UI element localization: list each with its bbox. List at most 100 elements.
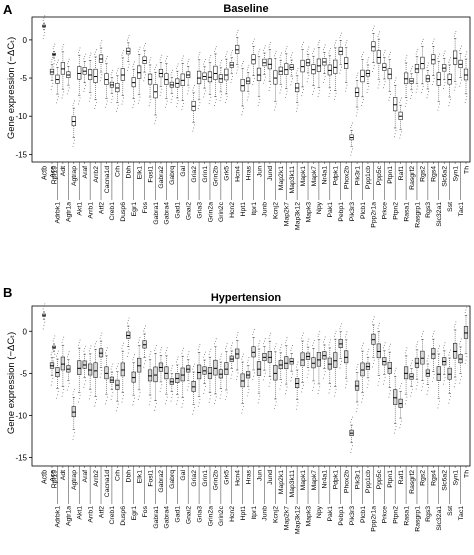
outlier-point bbox=[345, 384, 347, 385]
outlier-point bbox=[43, 325, 45, 327]
outlier-point bbox=[197, 56, 199, 58]
outlier-point bbox=[110, 368, 112, 370]
outlier-point bbox=[132, 106, 134, 108]
outlier-point bbox=[307, 78, 309, 80]
outlier-point bbox=[137, 51, 139, 53]
box bbox=[463, 326, 469, 339]
outlier-point bbox=[166, 396, 168, 398]
gene-box bbox=[262, 45, 267, 84]
gene-box bbox=[398, 383, 403, 429]
outlier-point bbox=[204, 61, 205, 63]
outlier-point bbox=[210, 96, 212, 98]
gene-box bbox=[284, 337, 289, 395]
outlier-point bbox=[172, 393, 174, 395]
outlier-point bbox=[215, 396, 217, 398]
outlier-point bbox=[285, 339, 287, 341]
outlier-point bbox=[450, 57, 451, 59]
outlier-point bbox=[292, 373, 293, 375]
gene-box bbox=[453, 30, 458, 91]
outlier-point bbox=[351, 448, 353, 450]
outlier-point bbox=[172, 365, 174, 367]
outlier-point bbox=[253, 329, 255, 330]
gene-box bbox=[393, 77, 398, 138]
outlier-point bbox=[237, 66, 239, 68]
outlier-point bbox=[155, 117, 157, 119]
outlier-point bbox=[393, 432, 395, 434]
outlier-point bbox=[166, 100, 168, 102]
outlier-point bbox=[186, 389, 188, 391]
outlier-point bbox=[263, 379, 265, 381]
y-tick-label: -10 bbox=[15, 411, 27, 420]
gene-label: Pebp1 bbox=[338, 506, 345, 526]
outlier-point bbox=[248, 357, 250, 359]
gene-box bbox=[371, 316, 376, 368]
outlier-point bbox=[225, 348, 226, 350]
outlier-point bbox=[422, 383, 424, 385]
outlier-point bbox=[209, 351, 211, 353]
outlier-point bbox=[286, 46, 288, 47]
outlier-point bbox=[280, 346, 282, 348]
outlier-point bbox=[143, 47, 145, 49]
gene-label: Ace bbox=[49, 166, 56, 178]
outlier-point bbox=[210, 348, 212, 350]
outlier-point bbox=[263, 82, 265, 84]
outlier-point bbox=[377, 36, 379, 37]
outlier-point bbox=[111, 72, 113, 74]
outlier-point bbox=[351, 419, 353, 421]
outlier-point bbox=[465, 53, 467, 55]
outlier-point bbox=[442, 55, 444, 57]
gene-box bbox=[180, 55, 185, 110]
outlier-point bbox=[188, 351, 190, 353]
outlier-point bbox=[274, 348, 275, 350]
outlier-point bbox=[123, 394, 125, 396]
outlier-point bbox=[366, 353, 368, 355]
outlier-point bbox=[155, 120, 156, 122]
gene-box bbox=[77, 339, 82, 403]
outlier-point bbox=[248, 388, 250, 390]
outlier-point bbox=[221, 391, 223, 393]
gene-box bbox=[305, 46, 311, 83]
gene-label: Pdpk1 bbox=[333, 166, 340, 185]
box bbox=[453, 50, 458, 65]
outlier-point bbox=[128, 349, 130, 351]
gene-box bbox=[202, 351, 207, 394]
outlier-point bbox=[406, 99, 408, 101]
outlier-point bbox=[148, 61, 150, 63]
outlier-point bbox=[67, 93, 68, 95]
outlier-point bbox=[203, 63, 205, 65]
gene-label: Arrb2 bbox=[93, 470, 100, 487]
gene-box bbox=[235, 332, 240, 381]
outlier-point bbox=[442, 383, 444, 385]
gene-label: Rgs2 bbox=[420, 470, 427, 486]
outlier-point bbox=[308, 370, 310, 372]
gene-label: Grin2b bbox=[213, 166, 220, 187]
outlier-point bbox=[95, 105, 97, 106]
outlier-point bbox=[421, 386, 423, 388]
outlier-point bbox=[312, 345, 314, 346]
outlier-point bbox=[437, 407, 439, 409]
box bbox=[420, 56, 425, 70]
outlier-point bbox=[373, 359, 375, 361]
outlier-point bbox=[215, 46, 217, 48]
outlier-point bbox=[362, 398, 363, 400]
outlier-point bbox=[297, 401, 299, 403]
gene-label: Rgs3 bbox=[425, 202, 432, 218]
gene-box bbox=[55, 59, 60, 104]
outlier-point bbox=[372, 321, 374, 323]
outlier-point bbox=[400, 99, 402, 101]
outlier-point bbox=[313, 339, 315, 341]
outlier-point bbox=[339, 367, 341, 369]
gene-box bbox=[463, 306, 469, 364]
outlier-point bbox=[253, 375, 255, 377]
gene-box bbox=[458, 45, 463, 87]
outlier-point bbox=[198, 54, 200, 56]
gene-box bbox=[322, 44, 327, 83]
outlier-point bbox=[464, 362, 466, 364]
outlier-point bbox=[159, 94, 161, 96]
outlier-point bbox=[74, 432, 76, 434]
gene-label: Tac1 bbox=[458, 506, 465, 521]
box-series bbox=[42, 303, 469, 453]
gene-label: Mapk3 bbox=[305, 506, 312, 527]
outlier-point bbox=[460, 45, 462, 47]
